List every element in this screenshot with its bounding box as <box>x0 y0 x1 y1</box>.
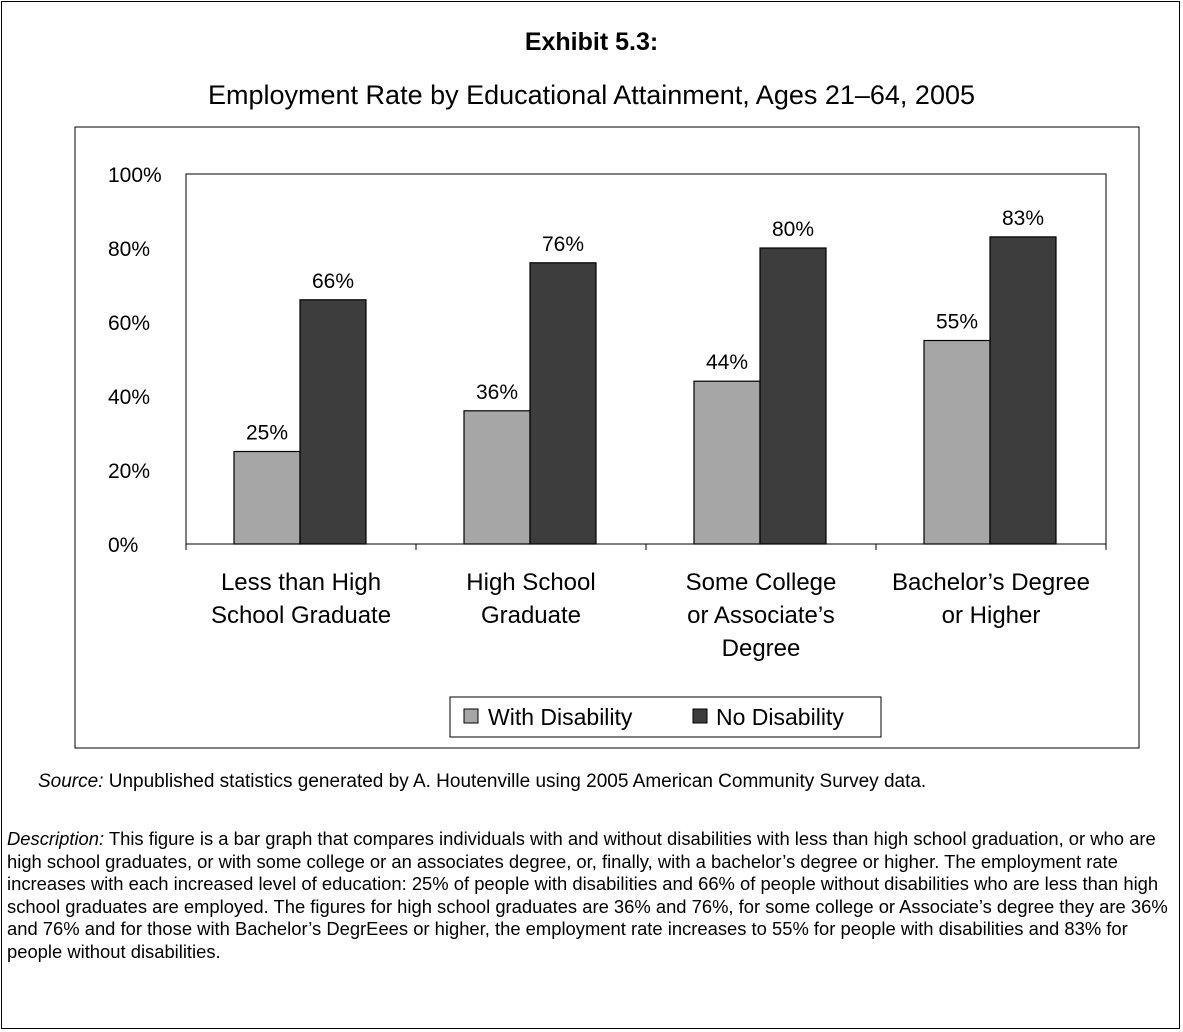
legend-swatch-with-disability <box>463 708 479 724</box>
source-note: Source: Unpublished statistics generated… <box>38 771 1158 793</box>
description-text: This figure is a bar graph that compares… <box>7 828 1168 962</box>
x-category-label: Some College <box>686 569 837 596</box>
x-category-label: School Graduate <box>211 602 391 629</box>
data-label: 80% <box>772 218 814 241</box>
bar-no-disability <box>299 299 367 545</box>
x-category-label: Bachelor’s Degree <box>892 569 1090 596</box>
bar-with-disability <box>693 380 761 545</box>
x-category-label: High School <box>466 569 595 596</box>
x-category-label: or Higher <box>942 602 1041 629</box>
x-category-label: Degree <box>722 635 801 662</box>
data-label: 55% <box>936 311 978 334</box>
data-label: 36% <box>476 381 518 404</box>
bar-no-disability <box>759 247 827 545</box>
data-label: 66% <box>312 270 354 293</box>
data-label: 76% <box>542 233 584 256</box>
x-category-label: Graduate <box>481 602 581 629</box>
x-category-label: Less than High <box>221 569 381 596</box>
y-tick-label: 20% <box>108 460 150 483</box>
y-tick-label: 0% <box>108 534 138 557</box>
y-tick-label: 60% <box>108 312 150 335</box>
data-label: 25% <box>246 422 288 445</box>
legend-label-with-disability: With Disability <box>488 704 633 730</box>
y-tick-label: 100% <box>108 164 162 187</box>
y-tick-label: 40% <box>108 386 150 409</box>
description-label: Description: <box>7 828 105 849</box>
legend-swatch-no-disability <box>692 708 708 724</box>
bar-no-disability <box>989 236 1057 545</box>
chart-frame <box>74 126 1140 749</box>
bar-with-disability <box>233 450 301 545</box>
exhibit-heading: Exhibit 5.3: <box>524 28 659 56</box>
bar-with-disability <box>463 410 531 545</box>
bar-chart: 0% 20% 40% 60% 80% 100% 25% 36% 44% 55% 66% 76% 80% 8… <box>74 126 1140 749</box>
bar-with-disability <box>923 339 991 545</box>
legend-label-no-disability: No Disability <box>716 704 844 730</box>
legend-box <box>449 696 882 738</box>
data-label: 83% <box>1002 207 1044 230</box>
source-label: Source: <box>38 771 104 792</box>
x-category-label: or Associate’s <box>687 602 835 629</box>
chart-title: Employment Rate by Educational Attainmen… <box>208 80 975 110</box>
data-label: 44% <box>706 351 748 374</box>
y-tick-label: 80% <box>108 238 150 261</box>
description-paragraph: Description: This figure is a bar graph … <box>7 828 1169 963</box>
source-text: Unpublished statistics generated by A. H… <box>103 771 927 792</box>
bar-no-disability <box>529 262 597 545</box>
